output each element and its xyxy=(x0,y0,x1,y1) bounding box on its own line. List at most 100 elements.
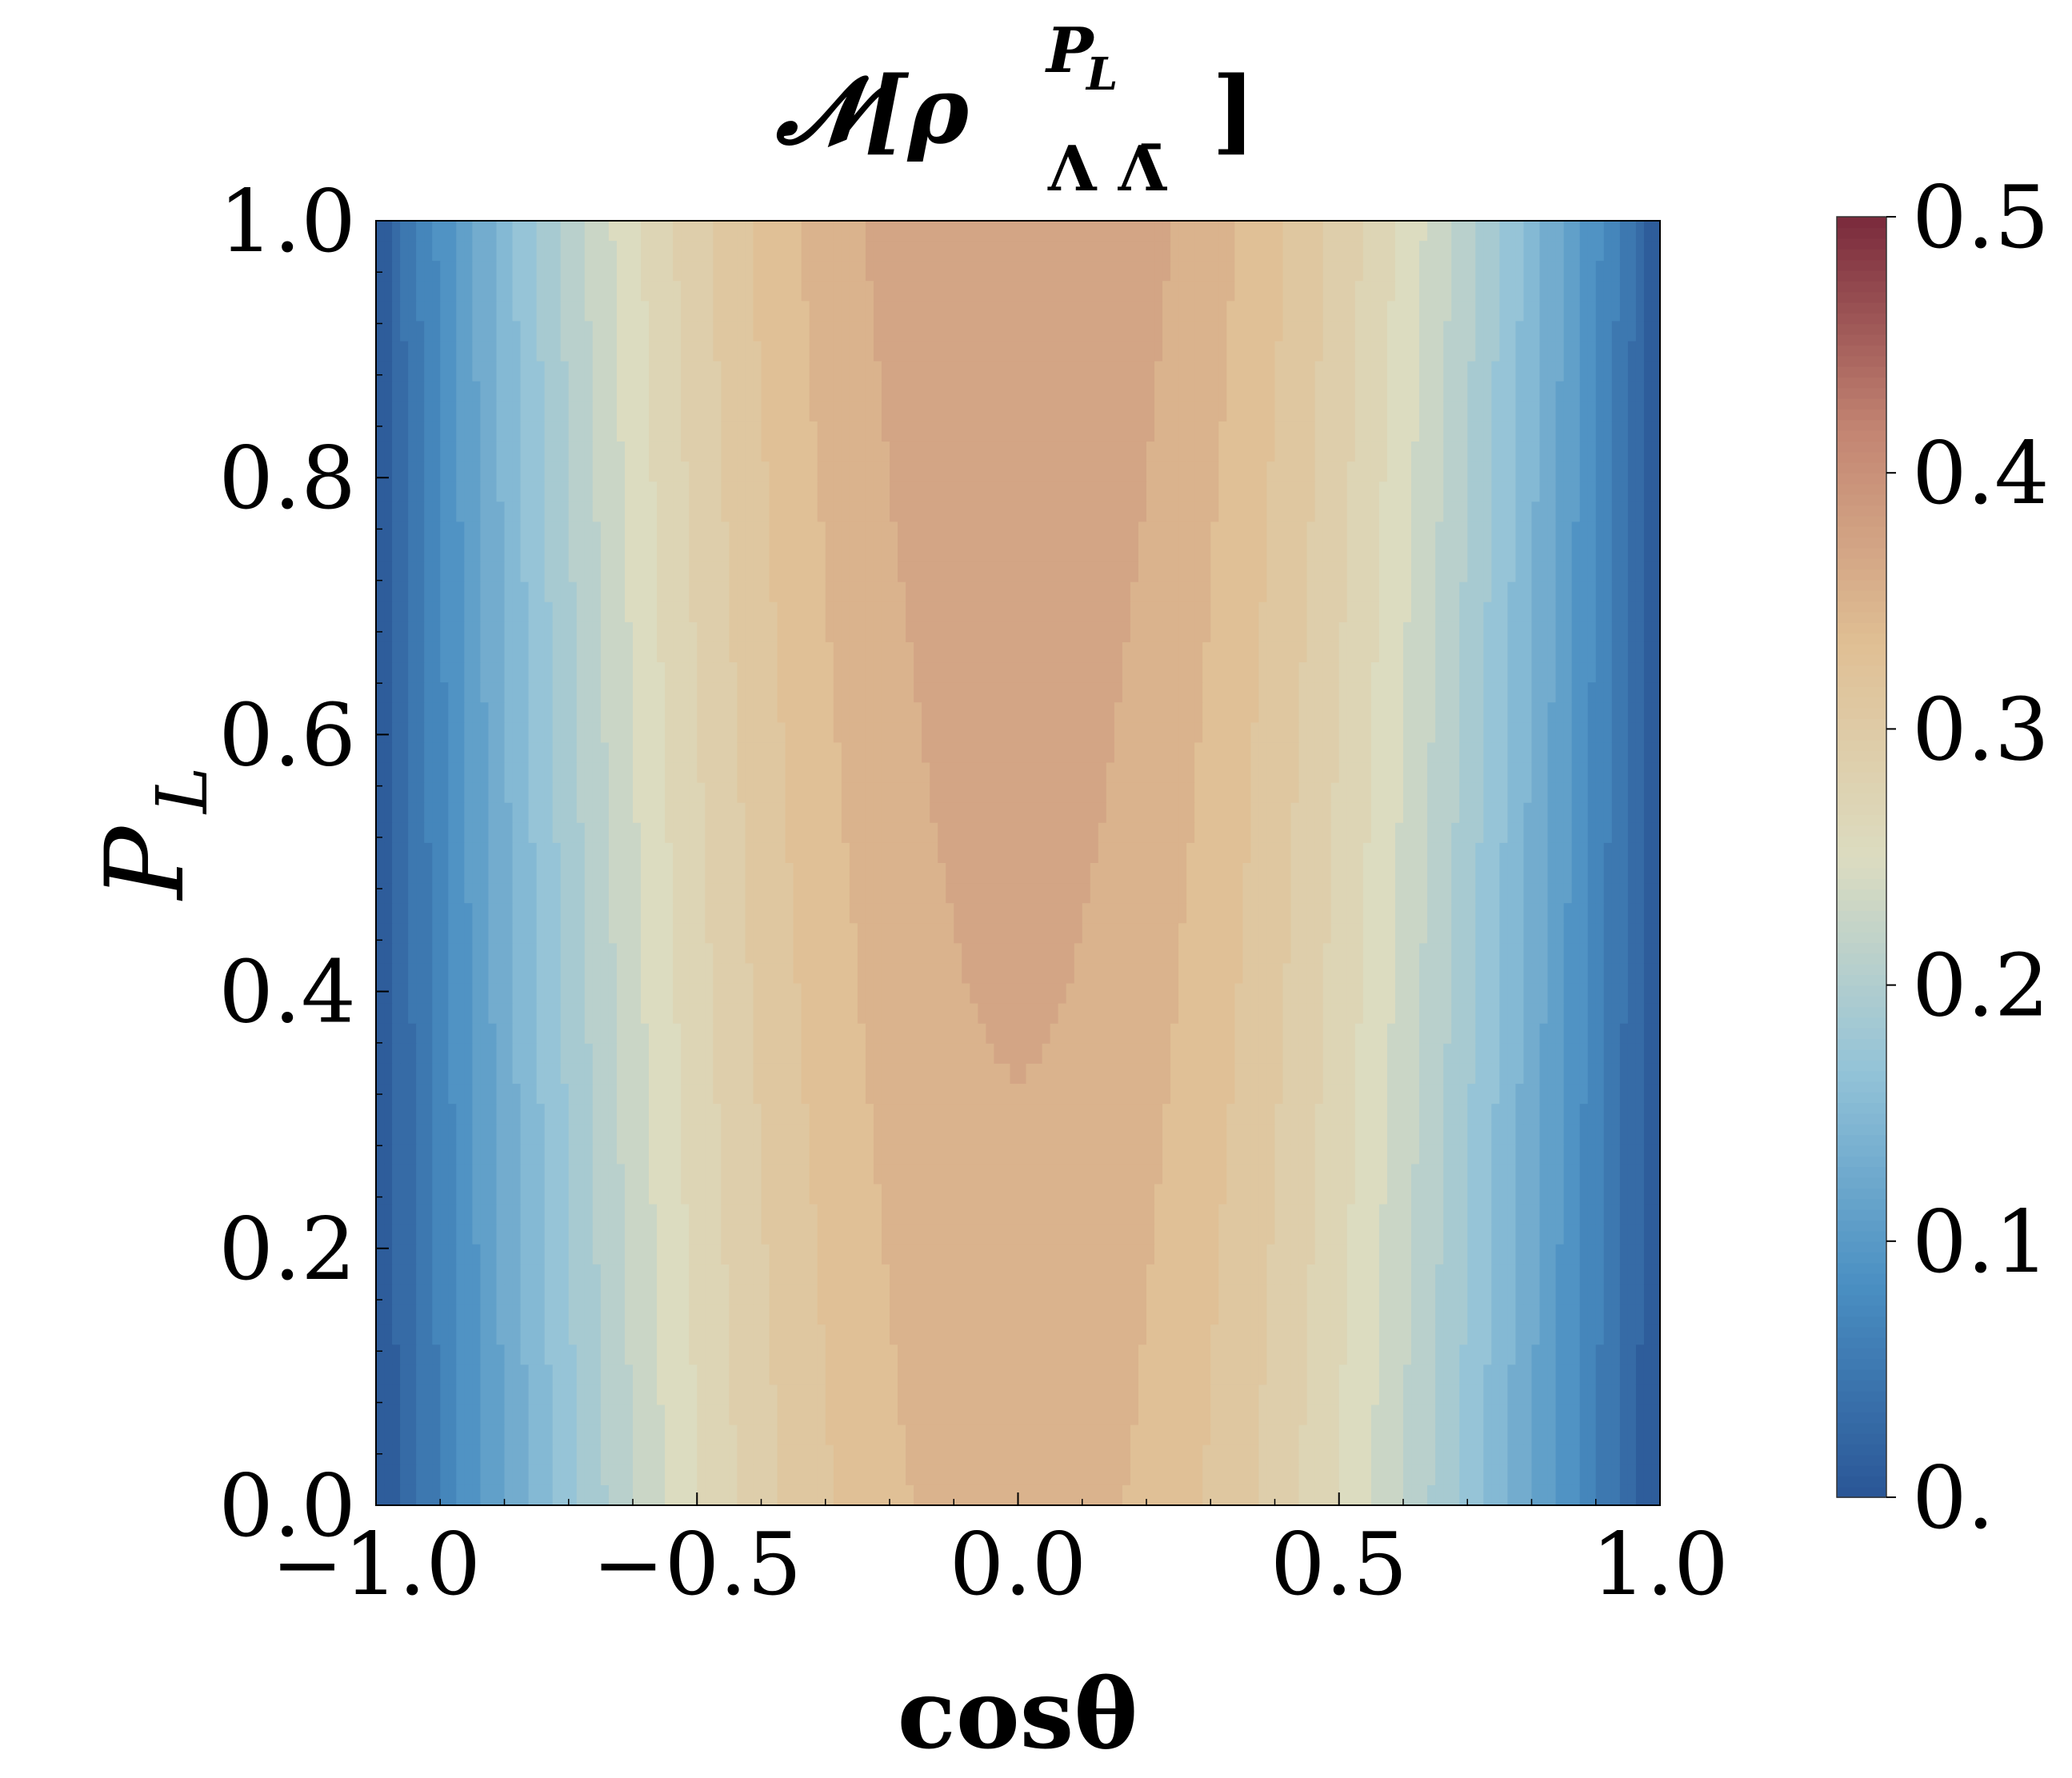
heatmap-cell xyxy=(520,702,530,724)
heatmap-cell xyxy=(1539,501,1549,523)
heatmap-cell xyxy=(873,662,882,683)
heatmap-cell xyxy=(697,481,706,503)
heatmap-cell xyxy=(978,361,987,382)
heatmap-cell xyxy=(1394,601,1404,623)
heatmap-cell xyxy=(1322,822,1332,844)
heatmap-cell xyxy=(392,541,401,563)
heatmap-cell xyxy=(873,782,882,804)
heatmap-cell xyxy=(1643,742,1653,764)
heatmap-cell xyxy=(817,301,826,322)
heatmap-cell xyxy=(392,621,401,643)
heatmap-cell xyxy=(1523,641,1533,663)
heatmap-cell xyxy=(1603,321,1613,342)
heatmap-cell xyxy=(1362,461,1372,483)
heatmap-cell xyxy=(1547,601,1557,623)
heatmap-cell xyxy=(544,541,554,563)
heatmap-cell xyxy=(456,521,466,543)
heatmap-cell xyxy=(1194,481,1204,503)
heatmap-cell xyxy=(1130,221,1139,242)
heatmap-cell xyxy=(424,641,434,663)
heatmap-cell xyxy=(930,241,938,262)
heatmap-cell xyxy=(496,541,506,563)
heatmap-cell xyxy=(970,581,979,603)
heatmap-cell xyxy=(753,762,762,784)
heatmap-cell xyxy=(665,702,674,724)
heatmap-cell xyxy=(1499,541,1509,563)
heatmap-cell xyxy=(922,361,930,382)
heatmap-cell xyxy=(946,682,955,704)
heatmap-cell xyxy=(681,281,690,302)
heatmap-cell xyxy=(1298,381,1308,402)
heatmap-cell xyxy=(1435,501,1444,523)
heatmap-cell xyxy=(1595,341,1605,362)
heatmap-cell xyxy=(1090,621,1099,643)
heatmap-cell xyxy=(1138,321,1147,342)
heatmap-cell xyxy=(753,742,762,764)
heatmap-cell xyxy=(1090,822,1099,844)
heatmap-cell xyxy=(384,361,393,382)
heatmap-cell xyxy=(1314,641,1324,663)
heatmap-cell xyxy=(1651,401,1660,422)
heatmap-cell xyxy=(1098,461,1107,483)
heatmap-cell xyxy=(930,442,938,462)
heatmap-cell xyxy=(1162,241,1171,262)
heatmap-cell xyxy=(657,281,666,302)
heatmap-cell xyxy=(673,762,682,784)
heatmap-cell xyxy=(1306,241,1316,262)
heatmap-cell xyxy=(1266,561,1276,583)
heatmap-cell xyxy=(1170,621,1179,643)
heatmap-cell xyxy=(1018,742,1027,764)
heatmap-cell xyxy=(825,421,834,442)
heatmap-cell xyxy=(416,581,425,603)
heatmap-cell xyxy=(1555,481,1565,503)
heatmap-cell xyxy=(769,561,778,583)
heatmap-cell xyxy=(649,722,658,744)
heatmap-cell xyxy=(1443,541,1452,563)
heatmap-cell xyxy=(1002,782,1011,804)
heatmap-cell xyxy=(1531,501,1541,523)
heatmap-cell xyxy=(432,401,442,422)
heatmap-cell xyxy=(1002,501,1011,523)
heatmap-cell xyxy=(448,702,458,724)
heatmap-cell xyxy=(1202,361,1212,382)
heatmap-cell xyxy=(1491,481,1501,503)
heatmap-cell xyxy=(1234,442,1244,462)
heatmap-cell xyxy=(1507,702,1517,724)
heatmap-cell xyxy=(841,241,850,262)
heatmap-cell xyxy=(633,782,642,804)
heatmap-cell xyxy=(697,281,706,302)
heatmap-cell xyxy=(1026,341,1035,362)
heatmap-cell xyxy=(1074,621,1083,643)
heatmap-cell xyxy=(456,261,466,282)
heatmap-cell xyxy=(938,561,947,583)
heatmap-cell xyxy=(1354,621,1364,643)
heatmap-cell xyxy=(1018,481,1027,503)
heatmap-cell xyxy=(1611,421,1621,442)
heatmap-cell xyxy=(1467,762,1477,784)
heatmap-cell xyxy=(1515,541,1525,563)
heatmap-cell xyxy=(1338,461,1348,483)
heatmap-cell xyxy=(1218,702,1228,724)
heatmap-cell xyxy=(1346,241,1356,262)
heatmap-cell xyxy=(1571,581,1581,603)
heatmap-cell xyxy=(761,601,770,623)
heatmap-cell xyxy=(1146,702,1155,724)
heatmap-cell xyxy=(1523,381,1533,402)
heatmap-cell xyxy=(849,662,858,683)
heatmap-cell xyxy=(1531,601,1541,623)
heatmap-cell xyxy=(400,581,409,603)
heatmap-cell xyxy=(1250,341,1260,362)
heatmap-cell xyxy=(600,421,610,442)
heatmap-cell xyxy=(922,561,930,583)
heatmap-cell xyxy=(1282,281,1292,302)
heatmap-cell xyxy=(1058,381,1067,402)
heatmap-cell xyxy=(1635,521,1645,543)
heatmap-cell xyxy=(464,822,474,844)
heatmap-cell xyxy=(1651,421,1660,442)
heatmap-cell xyxy=(560,561,570,583)
heatmap-cell xyxy=(1403,782,1412,804)
heatmap-cell xyxy=(793,501,802,523)
heatmap-cell xyxy=(536,241,546,262)
heatmap-cell xyxy=(1563,281,1573,302)
heatmap-cell xyxy=(1427,742,1436,764)
